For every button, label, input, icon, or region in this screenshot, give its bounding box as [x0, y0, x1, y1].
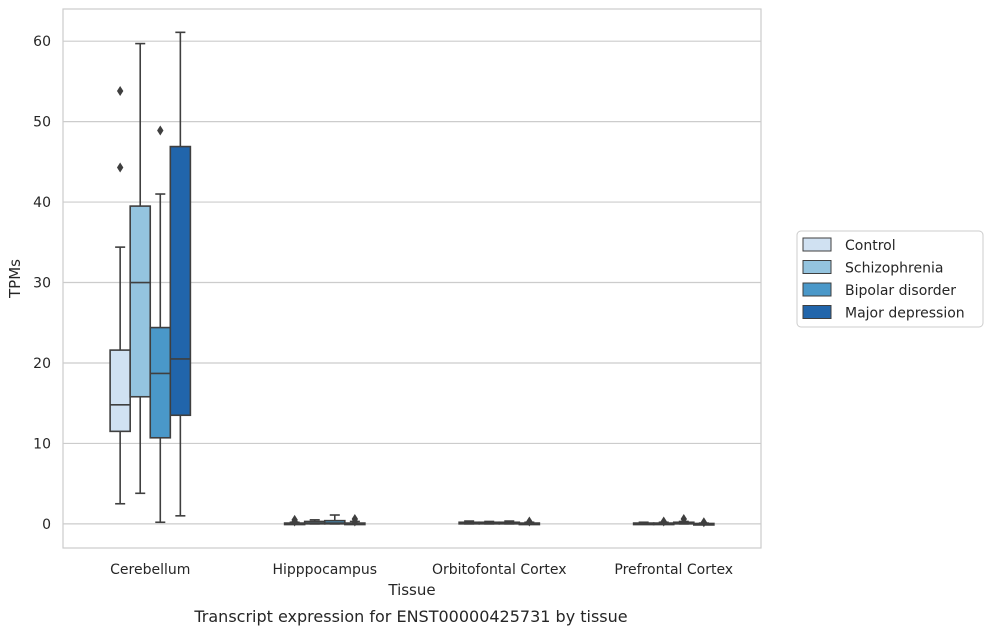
box-bipolar-disorder	[323, 514, 346, 525]
box-schizophrenia	[652, 516, 675, 527]
x-tick-label: Cerebellum	[110, 562, 190, 578]
x-tick-label: Prefrontal Cortex	[614, 562, 733, 578]
box-iqr	[109, 349, 131, 433]
box-major-depression	[693, 517, 715, 528]
legend-swatch	[802, 282, 832, 297]
legend-label: Bipolar disorder	[845, 283, 956, 299]
legend-swatch	[802, 237, 832, 252]
chart-title: Transcript expression for ENST0000042573…	[193, 607, 627, 626]
legend-label: Schizophrenia	[845, 261, 943, 277]
legend: Control Schizophrenia Bipolar disorder Majo…	[796, 230, 984, 328]
gridlines	[63, 40, 761, 525]
box-iqr	[129, 205, 152, 398]
outlier-point	[526, 516, 533, 527]
box-control	[632, 521, 655, 526]
legend-label: Major depression	[845, 306, 965, 322]
x-axis-ticks: Cerebellum Hipppocampus Orbitofontal Corte…	[110, 562, 733, 578]
y-tick-label: 10	[33, 436, 51, 452]
x-tick-label: Hipppocampus	[272, 562, 377, 578]
box-iqr	[323, 519, 346, 525]
x-tick-label: Orbitofontal Cortex	[432, 562, 567, 578]
outlier-point	[660, 516, 667, 527]
box-control	[283, 514, 306, 527]
box-bipolar-disorder	[498, 520, 521, 525]
x-axis-label: Tissue	[387, 581, 435, 599]
box-bipolar-disorder	[672, 514, 695, 525]
outlier-point	[700, 517, 708, 528]
outlier-point	[680, 514, 687, 525]
box-schizophrenia	[129, 42, 152, 495]
legend-label: Control	[845, 238, 896, 254]
y-axis-ticks: 0 10 20 30 40 50 60	[33, 34, 51, 533]
outlier-point	[116, 86, 124, 97]
y-tick-label: 30	[33, 276, 51, 292]
box-iqr	[169, 145, 192, 417]
box-bipolar-disorder	[149, 125, 172, 524]
outlier-point	[116, 162, 124, 173]
box-control	[109, 86, 131, 505]
box-major-depression	[518, 516, 541, 527]
y-tick-label: 60	[33, 34, 51, 50]
y-tick-label: 50	[33, 115, 51, 131]
outlier-point	[291, 514, 298, 525]
box-iqr	[149, 326, 172, 439]
box-major-depression	[344, 514, 366, 527]
legend-swatch	[802, 260, 832, 274]
plot-frame	[62, 8, 762, 549]
box-major-depression	[169, 31, 192, 517]
outlier-point	[157, 125, 164, 136]
y-tick-label: 40	[33, 195, 51, 211]
legend-swatch	[802, 305, 832, 319]
box-schizophrenia	[303, 519, 326, 525]
box-plots	[109, 31, 715, 528]
legend-frame	[796, 230, 984, 328]
outlier-point	[351, 514, 359, 525]
box-schizophrenia	[478, 520, 501, 525]
y-tick-label: 0	[42, 517, 51, 533]
y-axis-label: TPMs	[6, 259, 24, 299]
y-tick-label: 20	[33, 356, 51, 372]
box-control	[458, 520, 480, 525]
